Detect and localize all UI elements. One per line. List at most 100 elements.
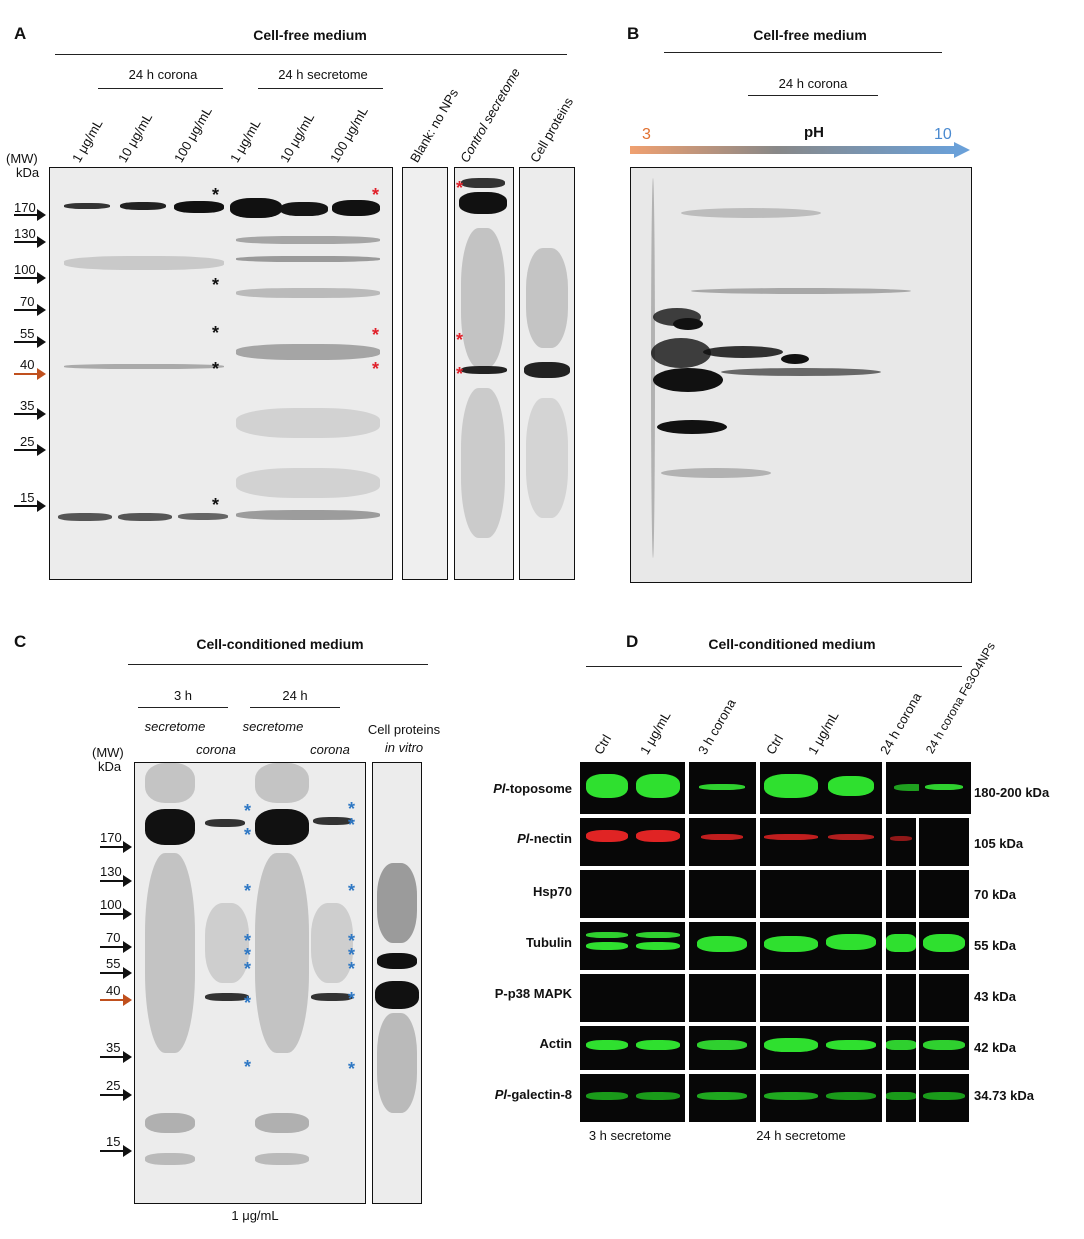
gel-spot — [651, 338, 711, 368]
mw-70-arrow — [14, 304, 46, 316]
band — [205, 903, 249, 983]
wb-col-1ug-3h: 1 μg/mL — [637, 708, 674, 757]
panel-c-title: Cell-conditioned medium — [196, 636, 364, 652]
star-marker: * — [244, 945, 252, 965]
mw-35-label: 35 — [20, 398, 35, 413]
wb-kda-tubulin: 55 kDa — [974, 938, 1016, 953]
mw-130-label: 130 — [100, 864, 122, 879]
star-marker: * — [244, 993, 252, 1013]
wb-cell — [919, 870, 969, 918]
wb-kda-p38: 43 kDa — [974, 989, 1016, 1004]
band — [764, 834, 818, 840]
wb-cell — [760, 1074, 882, 1122]
mw-35-arrow — [100, 1051, 132, 1063]
star-marker: * — [244, 931, 252, 951]
panel-a-mw-header: (MW) kDa — [6, 152, 39, 180]
panel-a-group-secretome: 24 h secretome — [278, 67, 368, 82]
star-marker: * — [348, 815, 356, 835]
mw-100-arrow — [14, 272, 46, 284]
wb-row-italic: Pl — [494, 1087, 507, 1102]
wb-cell — [689, 1074, 756, 1122]
band — [886, 1040, 916, 1050]
gel-spot — [721, 368, 881, 376]
band — [828, 776, 874, 796]
star-marker: * — [348, 945, 356, 965]
mw-170-arrow — [14, 209, 46, 221]
gel-spot — [651, 178, 655, 558]
mw-130-arrow — [100, 875, 132, 887]
lane-label-a6: 100 μg/mL — [327, 104, 371, 165]
panel-d-letter: D — [626, 632, 639, 651]
star-marker: * — [348, 799, 356, 819]
panel-a-title: Cell-free medium — [253, 27, 367, 43]
panel-d-title-rule — [586, 666, 962, 667]
band — [280, 202, 328, 216]
band — [586, 774, 628, 798]
mw-55-label: 55 — [20, 326, 35, 341]
band — [826, 1092, 876, 1100]
band — [461, 366, 507, 374]
band — [311, 993, 353, 1001]
ph-label: pH — [804, 124, 824, 141]
band — [636, 830, 680, 842]
gel-2d — [630, 167, 972, 583]
gel-a-control — [454, 167, 514, 580]
wb-row-text: Actin — [539, 1036, 573, 1051]
band — [58, 513, 112, 521]
star-marker: * — [244, 881, 252, 901]
wb-cell — [760, 1026, 882, 1070]
wb-row-text: Hsp70 — [532, 884, 572, 899]
lane-label-c-in-vitro: in vitro — [384, 740, 424, 755]
mw-40-label: 40 — [20, 357, 35, 372]
band — [236, 344, 380, 360]
wb-row-text: Tubulin — [526, 935, 572, 950]
star-marker: * — [212, 323, 220, 343]
lane-label-a1: 1 μg/mL — [69, 116, 106, 165]
wb-cell — [580, 818, 685, 866]
band — [828, 834, 874, 840]
band — [923, 934, 965, 952]
band — [697, 936, 747, 952]
wb-row-italic: Pl — [493, 781, 506, 796]
star-marker: * — [372, 359, 380, 379]
band — [461, 178, 505, 188]
mw-100-arrow — [100, 908, 132, 920]
band — [145, 763, 195, 803]
wb-col-24h-corona-fe3o4: 24 h corona Fe3O4NPs — [922, 639, 999, 756]
wb-row-hsp70: Hsp70 — [480, 884, 572, 899]
mw-130-label: 130 — [14, 226, 36, 241]
lane-label-a3: 100 μg/mL — [171, 104, 215, 165]
band — [526, 398, 568, 518]
wb-cell — [580, 922, 685, 970]
wb-col-3h-corona: 3 h corona — [695, 696, 739, 757]
gel-spot — [691, 288, 911, 294]
wb-col-1ug-24h: 1 μg/mL — [805, 708, 842, 757]
mw-170-arrow — [100, 841, 132, 853]
wb-cell — [886, 818, 916, 866]
wb-cell — [689, 922, 756, 970]
band — [764, 936, 818, 952]
mw-25-arrow — [14, 444, 46, 456]
wb-cell — [580, 974, 685, 1022]
mw-15-label: 15 — [20, 490, 35, 505]
panel-c-mw-header: (MW) kDa — [92, 746, 124, 774]
panel-b-subtitle: 24 h corona — [778, 76, 848, 91]
band — [377, 863, 417, 943]
wb-cell — [886, 870, 916, 918]
gel-a-main — [49, 167, 393, 580]
panel-c-3h-rule — [138, 707, 228, 708]
band — [586, 1040, 628, 1050]
star-marker: * — [372, 325, 380, 345]
wb-cell — [919, 1026, 969, 1070]
band — [118, 513, 172, 521]
lane-label-c-corona-3h: corona — [196, 742, 236, 757]
band — [636, 1092, 680, 1100]
panel-b-title-rule — [664, 52, 942, 53]
wb-cell — [919, 762, 969, 814]
star-marker: * — [212, 201, 220, 221]
star-marker: * — [348, 959, 356, 979]
lane-label-blank: Blank: no NPs — [407, 86, 462, 165]
lane-label-a2: 10 μg/mL — [115, 110, 156, 165]
mw-25-label: 25 — [106, 1078, 121, 1093]
band — [636, 1040, 680, 1050]
